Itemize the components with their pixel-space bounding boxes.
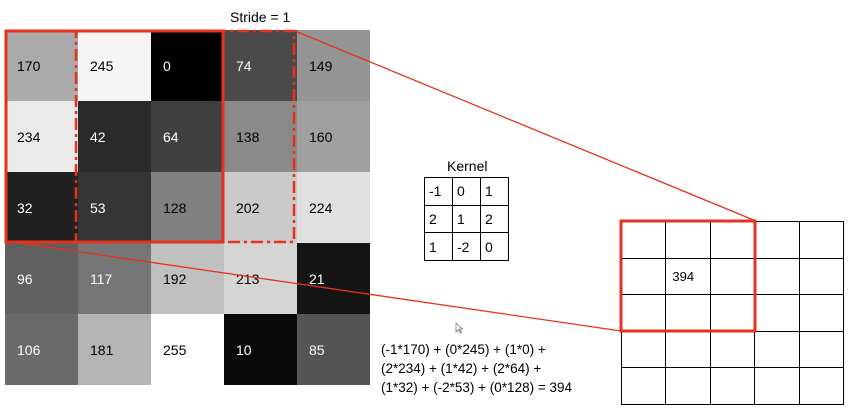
output-cell (798, 330, 845, 369)
output-cell (709, 257, 756, 296)
cursor-icon (455, 322, 464, 334)
kernel-cell: 1 (480, 177, 509, 206)
output-cell: 394 (665, 257, 711, 296)
formula-line: (2*234) + (1*42) + (2*64) + (381, 361, 542, 376)
output-row (620, 294, 845, 332)
input-cell: 224 (297, 172, 370, 243)
input-cell: 117 (78, 243, 151, 314)
kernel-matrix: -1 0 1 2 1 2 1 -2 0 (424, 177, 509, 261)
input-cell: 234 (5, 101, 78, 172)
kernel-cell: 2 (480, 204, 509, 234)
calculation-formula: (-1*170) + (0*245) + (1*0) + (2*234) + (… (381, 340, 572, 397)
output-cell (754, 367, 800, 405)
kernel-cell: 0 (452, 177, 481, 206)
kernel-cell: -1 (424, 177, 453, 206)
kernel-row: -1 0 1 (424, 177, 509, 206)
output-cell (665, 221, 711, 259)
kernel-cell: 1 (424, 232, 453, 261)
output-cell (709, 367, 756, 405)
kernel-cell: -2 (452, 232, 481, 261)
input-cell: 255 (151, 314, 224, 385)
stride-label: Stride = 1 (230, 9, 291, 25)
input-cell: 202 (224, 172, 297, 243)
input-cell: 170 (5, 30, 78, 101)
output-cell (798, 257, 845, 296)
input-cell: 42 (78, 101, 151, 172)
output-cell (754, 257, 800, 296)
output-cell (620, 257, 667, 296)
output-cell (754, 330, 800, 369)
output-row (620, 330, 845, 369)
formula-line: (1*32) + (-2*53) + (0*128) = 394 (381, 380, 572, 395)
output-cell (798, 221, 845, 259)
input-cell: 96 (5, 243, 78, 314)
kernel-cell: 2 (424, 204, 453, 234)
output-row: 394 (620, 257, 845, 296)
input-matrix: 170 245 0 74 149 234 42 64 138 160 32 53 128 202 224 96… (5, 30, 370, 385)
kernel-row: 2 1 2 (424, 204, 509, 234)
input-cell: 181 (78, 314, 151, 385)
input-cell: 85 (297, 314, 370, 385)
output-cell (798, 294, 845, 332)
output-cell (620, 221, 667, 259)
output-cell (709, 330, 756, 369)
kernel-cell: 0 (480, 232, 509, 261)
output-cell (620, 294, 667, 332)
output-cell (620, 330, 667, 369)
input-cell: 149 (297, 30, 370, 101)
input-cell: 213 (224, 243, 297, 314)
formula-line: (-1*170) + (0*245) + (1*0) + (381, 342, 546, 357)
input-cell: 53 (78, 172, 151, 243)
output-cell (665, 294, 711, 332)
output-cell (709, 294, 756, 332)
output-cell (754, 294, 800, 332)
input-cell: 10 (224, 314, 297, 385)
output-cell (620, 367, 667, 405)
output-cell (709, 221, 756, 259)
input-cell: 0 (151, 30, 224, 101)
output-row (620, 367, 845, 405)
output-cell (798, 367, 845, 405)
kernel-cell: 1 (452, 204, 481, 234)
input-cell: 106 (5, 314, 78, 385)
input-cell: 245 (78, 30, 151, 101)
output-cell (665, 367, 711, 405)
output-cell (665, 330, 711, 369)
input-cell: 138 (224, 101, 297, 172)
kernel-title: Kernel (447, 158, 488, 174)
input-cell: 21 (297, 243, 370, 314)
input-cell: 32 (5, 172, 78, 243)
input-cell: 64 (151, 101, 224, 172)
input-cell: 160 (297, 101, 370, 172)
output-cell (754, 221, 800, 259)
output-matrix: 394 (620, 221, 845, 405)
input-cell: 74 (224, 30, 297, 101)
input-cell: 192 (151, 243, 224, 314)
kernel-row: 1 -2 0 (424, 232, 509, 261)
input-cell: 128 (151, 172, 224, 243)
output-row (620, 221, 845, 259)
